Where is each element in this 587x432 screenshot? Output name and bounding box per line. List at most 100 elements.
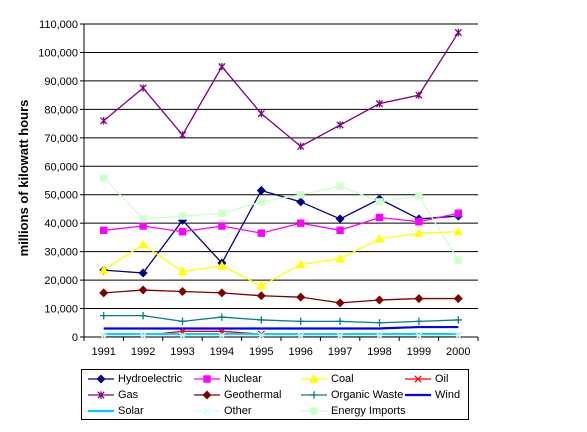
data-point-geothermal — [138, 285, 148, 295]
data-point-nuclear — [257, 229, 266, 237]
data-point-hydroelectric — [138, 268, 148, 278]
data-point-geothermal — [256, 291, 266, 301]
data-point-other — [218, 331, 226, 340]
data-point-energy-imports — [415, 192, 423, 200]
x-tick-label: 1993 — [170, 346, 194, 358]
data-point-coal — [177, 266, 188, 276]
legend-label: Coal — [331, 373, 354, 385]
legend-swatch — [88, 374, 114, 384]
series-wind — [103, 325, 459, 330]
data-point-gas — [218, 62, 226, 71]
series-nuclear — [100, 209, 463, 237]
legend-label: Oil — [435, 373, 449, 385]
data-point-organic-waste — [100, 311, 108, 320]
legend-swatch — [194, 390, 220, 400]
y-tick-label: 60,000 — [44, 161, 78, 173]
y-tick-label: 20,000 — [44, 275, 78, 287]
data-point-gas — [257, 109, 265, 118]
data-point-organic-waste — [218, 313, 226, 321]
data-point-other — [375, 331, 384, 340]
data-point-other — [454, 331, 462, 340]
data-point-organic-waste — [178, 317, 187, 326]
x-tick-label: 1992 — [131, 346, 155, 358]
y-tick-label: 110,000 — [39, 19, 78, 31]
series-hydroelectric — [99, 185, 463, 278]
series-line-organic-waste — [103, 315, 459, 324]
series-line-coal — [103, 231, 459, 287]
legend-swatch — [194, 407, 220, 415]
legend: Hydroelectric Nuclear Coal Oil Gas Geothermal… — [81, 369, 469, 420]
data-point-geothermal — [453, 294, 463, 304]
data-point-energy-imports — [297, 191, 305, 199]
data-point-energy-imports — [454, 256, 463, 264]
series-energy-imports — [100, 173, 463, 264]
x-tick-label: 1991 — [91, 346, 115, 358]
data-point-nuclear — [297, 219, 305, 227]
y-tick-label: 100,000 — [38, 47, 78, 59]
data-point-geothermal — [177, 286, 188, 296]
data-point-energy-imports — [257, 198, 266, 206]
legend-swatch-marker — [310, 391, 318, 399]
y-tick-labels: 0 10,000 20,000 30,000 40,000 50,000 60,000 70,… — [38, 19, 78, 344]
data-point-organic-waste — [454, 316, 462, 324]
legend-swatch-marker — [97, 391, 105, 399]
x-tick-label: 1997 — [328, 346, 352, 358]
data-point-gas — [178, 131, 187, 139]
data-point-geothermal — [414, 294, 424, 304]
data-point-coal — [138, 239, 148, 249]
data-point-hydroelectric — [296, 197, 306, 207]
data-point-energy-imports — [139, 215, 147, 223]
y-tick-label: 30,000 — [44, 247, 78, 259]
legend-swatch — [405, 375, 431, 383]
data-point-energy-imports — [336, 182, 344, 190]
y-axis-label: millions of kilowatt hours — [16, 100, 31, 257]
data-point-coal — [335, 253, 345, 263]
data-point-coal — [217, 260, 227, 270]
legend-label: Geothermal — [224, 389, 282, 401]
legend-swatch — [301, 407, 327, 415]
data-point-coal — [98, 265, 109, 274]
legend-swatch-marker — [309, 373, 319, 383]
y-tick-label: 50,000 — [44, 190, 78, 202]
data-point-gas — [454, 28, 462, 37]
legend-swatch — [194, 375, 220, 383]
data-point-geothermal — [296, 292, 306, 302]
data-point-coal — [414, 228, 424, 237]
data-point-other — [100, 331, 108, 340]
legend-swatch-marker — [203, 407, 211, 415]
data-point-nuclear — [218, 222, 226, 230]
data-point-other — [257, 331, 265, 340]
series-gas — [100, 28, 462, 151]
axes — [80, 23, 479, 341]
data-point-other — [178, 331, 187, 340]
x-tick-label: 1998 — [367, 346, 391, 358]
legend-swatch-marker — [203, 375, 211, 383]
data-point-gas — [100, 117, 108, 125]
data-point-organic-waste — [415, 317, 423, 326]
x-tick-label: 1996 — [288, 346, 312, 358]
data-point-gas — [415, 91, 423, 99]
x-tick-label: 1999 — [407, 346, 431, 358]
series-geothermal — [99, 285, 463, 308]
y-tick-label: 0 — [72, 332, 78, 344]
x-tick-label: 1995 — [249, 346, 273, 358]
series-line-gas — [103, 32, 459, 148]
data-point-nuclear — [336, 226, 344, 234]
series-coal — [98, 226, 464, 290]
data-point-nuclear — [454, 209, 463, 217]
series-line-hydroelectric — [103, 189, 459, 274]
y-tick-label: 70,000 — [44, 133, 78, 145]
legend-label: Organic Waste — [331, 389, 404, 401]
series-line-wind — [103, 325, 459, 330]
legend-label: Solar — [118, 405, 144, 417]
data-point-other — [336, 331, 344, 340]
legend-swatch — [301, 373, 327, 383]
data-point-energy-imports — [178, 212, 187, 220]
data-point-gas — [336, 121, 344, 129]
x-tick-labels: 1991 1992 1993 1994 1995 1996 1997 1998 1999 2000 — [91, 346, 470, 358]
legend-swatch-marker — [414, 375, 422, 383]
data-point-organic-waste — [257, 316, 265, 324]
data-point-hydroelectric — [256, 185, 266, 195]
series-line-energy-imports — [103, 177, 459, 261]
data-point-organic-waste — [336, 317, 344, 326]
